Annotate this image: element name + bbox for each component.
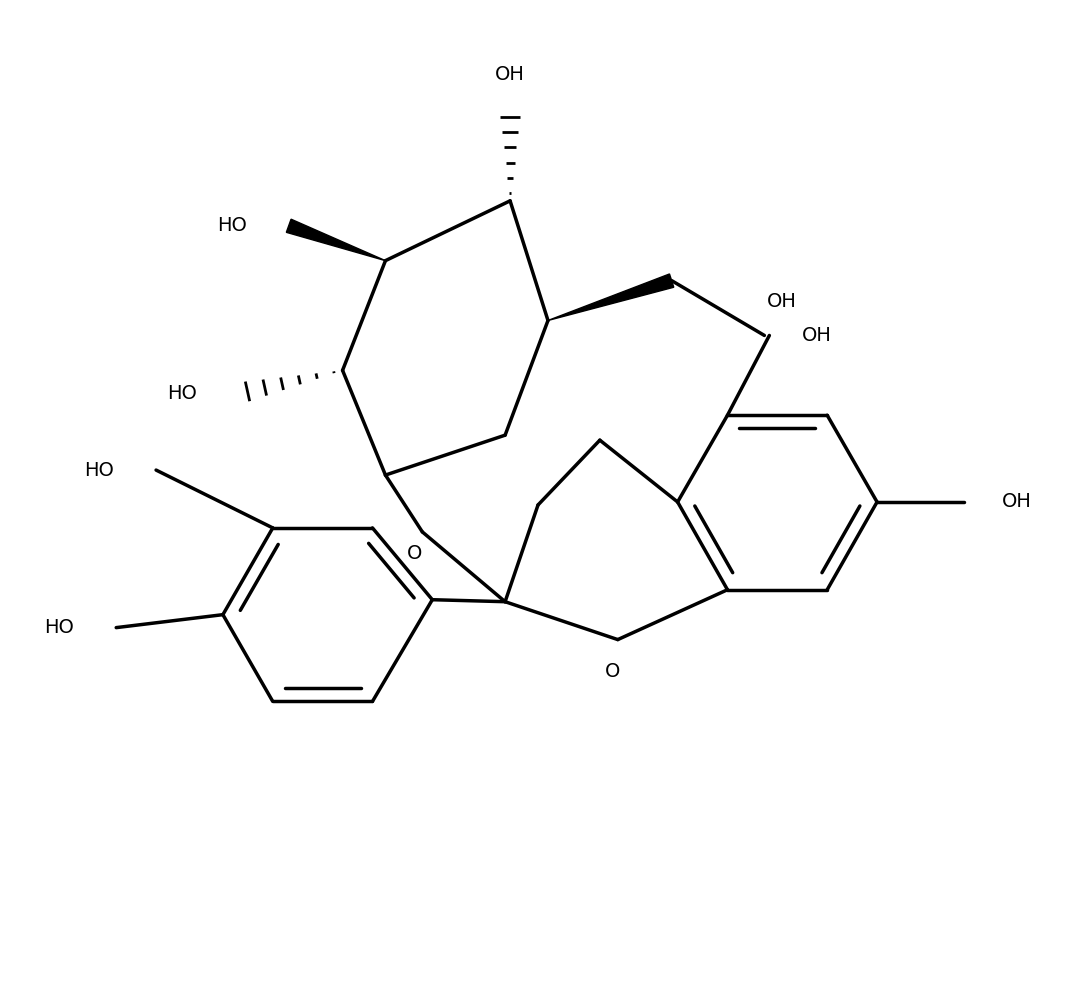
Text: OH: OH xyxy=(495,65,525,84)
Text: HO: HO xyxy=(85,460,114,479)
Text: O: O xyxy=(605,661,620,680)
Polygon shape xyxy=(286,219,386,260)
Text: OH: OH xyxy=(1002,492,1032,512)
Text: O: O xyxy=(406,544,422,563)
Text: OH: OH xyxy=(802,326,833,345)
Text: HO: HO xyxy=(217,216,247,236)
Text: HO: HO xyxy=(167,384,197,403)
Text: OH: OH xyxy=(766,291,797,311)
Text: HO: HO xyxy=(44,618,75,638)
Polygon shape xyxy=(549,274,674,321)
